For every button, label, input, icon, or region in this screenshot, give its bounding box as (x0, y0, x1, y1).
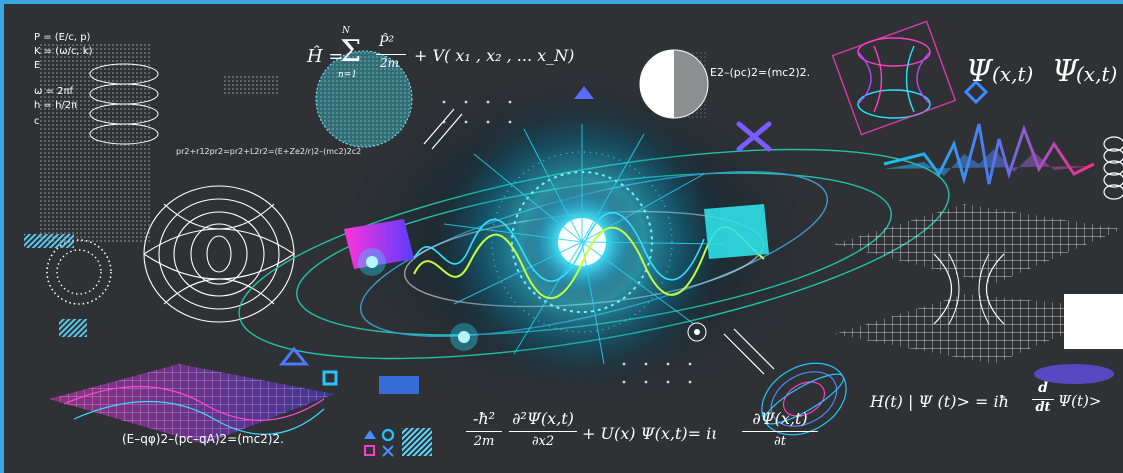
formula-wavevector: K = (ω/c, k) (34, 46, 93, 57)
hamiltonian-momentum: P̂² (379, 34, 395, 50)
triangle-icon (364, 430, 376, 439)
fraction-bar (742, 431, 818, 432)
hamiltonian-potential: + V( x₁ , x₂ , ... x_N) (414, 46, 575, 65)
fraction-bar (466, 431, 502, 432)
schrodinger-time-derivative-numerator: ∂Ψ(x,t) (752, 409, 808, 428)
schrodinger-coefficient-numerator: -ħ² (472, 409, 496, 428)
wormhole-mesh (834, 204, 1122, 364)
schrodinger-time-derivative-denominator: ∂t (774, 434, 786, 449)
cross-icon (382, 445, 394, 457)
wireframe-torus-left (143, 185, 295, 323)
stripes-icon (402, 428, 432, 456)
sigma-icon: Σ (340, 34, 362, 69)
square-icon (364, 445, 375, 456)
formula-energy: E (34, 60, 41, 71)
wireframe-cylinder (831, 20, 957, 136)
hamiltonian-mass: 2m (380, 56, 400, 70)
fraction-bar (509, 431, 577, 432)
dotted-sphere (315, 50, 413, 148)
hamiltonian-sum-top: N (342, 26, 350, 36)
psi-symbol: Ψ (1052, 54, 1079, 89)
wireframe-egg (761, 362, 847, 436)
fraction-bar (376, 54, 406, 55)
psi-args: (x,t) (1076, 62, 1118, 86)
shape-legend (364, 428, 432, 457)
formula-speed-of-light: c (34, 116, 40, 127)
radial-equation: pr2+r12pr2=pr2+L2r2=(E+Ze2/r)2–(mc2)2c2 (176, 147, 362, 156)
time-evolution-dt: dt (1035, 400, 1051, 415)
formula-angular-frequency: ω = 2πf (34, 86, 74, 97)
schrodinger-coefficient-denominator: 2m (473, 434, 495, 449)
psi-star-symbol: Ψ (966, 54, 993, 89)
formula-reduced-planck: h = h/2π (34, 100, 78, 111)
energy-momentum-relation: E2–(pc)2=(mc2)2. (710, 66, 811, 79)
fraction-bar (1032, 399, 1054, 400)
electromagnetic-relation: (E–qφ)2–(pc–qA)2=(mc2)2. (122, 432, 284, 446)
cross-mark (736, 121, 772, 152)
time-evolution-d: d (1038, 380, 1048, 396)
wavy-mesh-surface (49, 364, 334, 444)
triangle-icon (278, 346, 310, 366)
white-sphere (639, 49, 709, 119)
hamiltonian-sum-bottom: n=1 (338, 70, 358, 80)
schrodinger-second-derivative-denominator: ∂x2 (531, 434, 555, 449)
schrodinger-second-derivative-numerator: ∂²Ψ(x,t) (512, 409, 574, 428)
schrodinger-potential-term: + U(x) Ψ(x,t)= iι (582, 424, 718, 443)
circle-icon (381, 428, 395, 442)
illustration-artwork (24, 20, 1123, 457)
time-evolution-lhs: H(t) | Ψ (t)> = iħ (870, 392, 1009, 411)
formula-momentum: P = (E/c, p) (34, 32, 91, 43)
psi-star-args: (x,t) (992, 62, 1034, 86)
time-evolution-rhs: Ψ(t)> (1058, 392, 1102, 410)
square-icon (322, 370, 338, 386)
magenta-plane (344, 219, 414, 269)
wave-line (413, 226, 765, 300)
hamiltonian-lhs: Ĥ = (307, 46, 344, 67)
